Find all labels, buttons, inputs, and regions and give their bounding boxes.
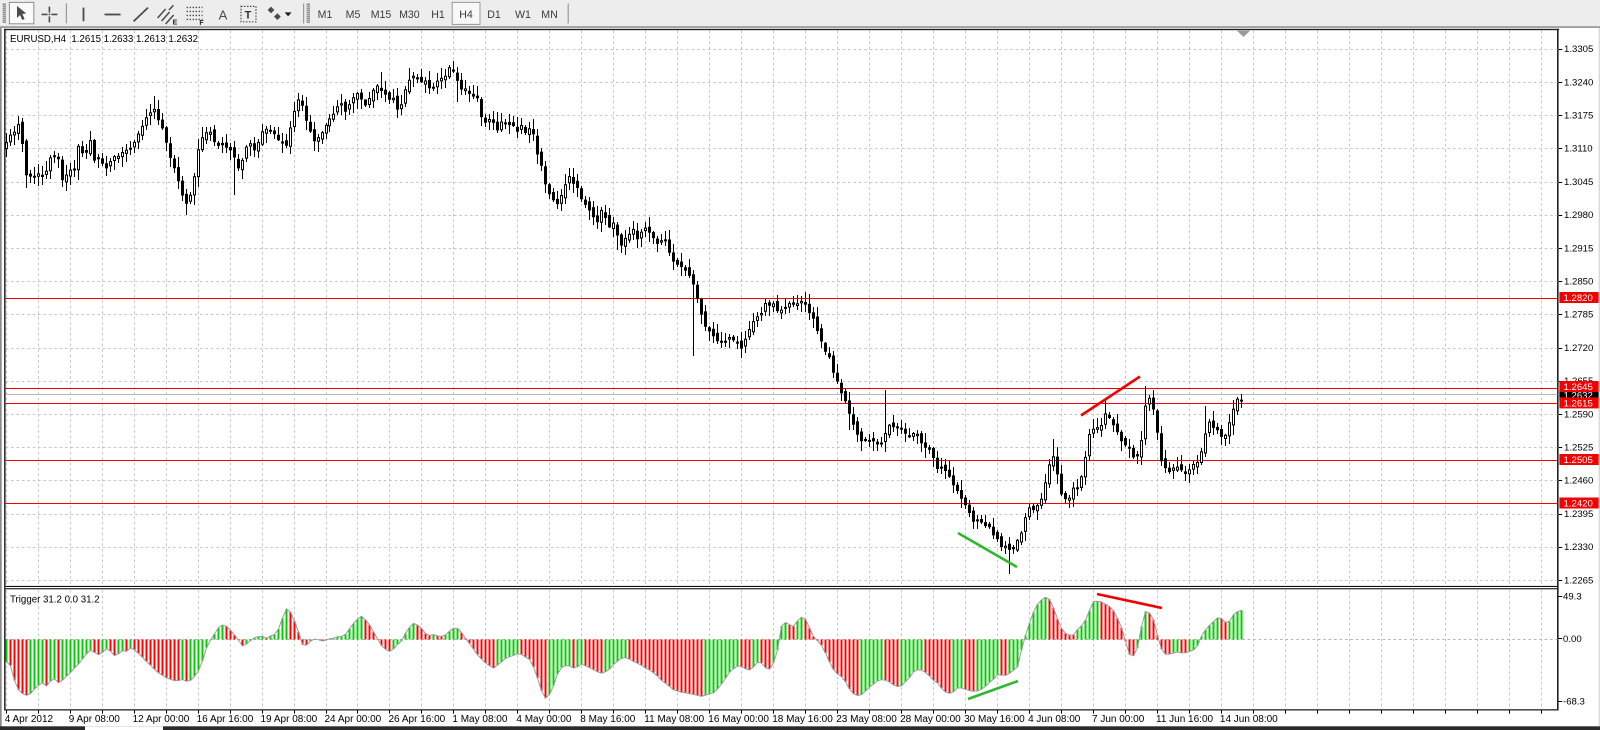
- svg-text:T: T: [245, 10, 252, 22]
- svg-text:11 Jun 16:00: 11 Jun 16:00: [1156, 714, 1214, 725]
- svg-text:4 Apr 2012: 4 Apr 2012: [5, 714, 54, 725]
- svg-text:1.2645: 1.2645: [1564, 382, 1593, 393]
- svg-text:12 Apr 00:00: 12 Apr 00:00: [133, 714, 190, 725]
- svg-text:D1: D1: [487, 9, 501, 21]
- svg-text:18 May 16:00: 18 May 16:00: [772, 714, 833, 725]
- svg-text:F: F: [199, 20, 204, 27]
- svg-text:1.3110: 1.3110: [1564, 144, 1593, 155]
- svg-text:H4: H4: [459, 9, 473, 21]
- svg-text:16 May 00:00: 16 May 00:00: [708, 714, 769, 725]
- svg-text:30 May 16:00: 30 May 16:00: [964, 714, 1025, 725]
- svg-text:1.2820: 1.2820: [1564, 293, 1593, 304]
- svg-text:1.3305: 1.3305: [1564, 44, 1593, 55]
- svg-text:11 May 08:00: 11 May 08:00: [644, 714, 704, 725]
- svg-text:7 Jun 00:00: 7 Jun 00:00: [1092, 714, 1145, 725]
- svg-text:W1: W1: [515, 9, 531, 21]
- svg-text:1.2505: 1.2505: [1564, 455, 1593, 466]
- svg-text:4 Jun 08:00: 4 Jun 08:00: [1028, 714, 1081, 725]
- svg-text:M15: M15: [371, 9, 392, 21]
- svg-text:1.3045: 1.3045: [1564, 177, 1593, 188]
- svg-text:1.2460: 1.2460: [1564, 476, 1593, 487]
- svg-text:49.3: 49.3: [1563, 591, 1582, 602]
- svg-text:A: A: [219, 8, 228, 23]
- svg-text:1.2850: 1.2850: [1564, 277, 1593, 288]
- svg-text:4 May 00:00: 4 May 00:00: [516, 714, 571, 725]
- svg-text:M1: M1: [318, 9, 333, 21]
- svg-text:EURUSD,H4 1.2615 1.2633 1.261: EURUSD,H4 1.2615 1.2633 1.2613 1.2632: [10, 34, 198, 45]
- svg-text:1.2632: 1.2632: [1564, 390, 1593, 401]
- svg-text:1.2330: 1.2330: [1564, 542, 1593, 553]
- svg-text:16 Apr 16:00: 16 Apr 16:00: [197, 714, 254, 725]
- svg-text:14 Jun 08:00: 14 Jun 08:00: [1220, 714, 1278, 725]
- svg-text:1.3175: 1.3175: [1564, 111, 1593, 122]
- svg-text:E: E: [173, 19, 178, 26]
- svg-text:Trigger 31.2 0.0 31.2: Trigger 31.2 0.0 31.2: [10, 595, 100, 606]
- svg-text:9 Apr 08:00: 9 Apr 08:00: [69, 714, 121, 725]
- svg-text:0.00: 0.00: [1563, 634, 1582, 645]
- svg-text:1.2395: 1.2395: [1564, 509, 1593, 520]
- svg-text:23 May 08:00: 23 May 08:00: [836, 714, 897, 725]
- svg-text:1.2265: 1.2265: [1564, 575, 1593, 586]
- svg-text:8 May 16:00: 8 May 16:00: [580, 714, 635, 725]
- svg-text:1.2720: 1.2720: [1564, 343, 1593, 354]
- svg-text:1 May 08:00: 1 May 08:00: [452, 714, 507, 725]
- svg-text:28 May 00:00: 28 May 00:00: [900, 714, 961, 725]
- svg-text:24 Apr 00:00: 24 Apr 00:00: [325, 714, 382, 725]
- svg-text:1.3240: 1.3240: [1564, 77, 1593, 88]
- svg-text:M30: M30: [399, 9, 420, 21]
- svg-text:-68.3: -68.3: [1563, 696, 1585, 707]
- svg-text:1.2590: 1.2590: [1564, 409, 1593, 420]
- svg-text:1.2915: 1.2915: [1564, 243, 1593, 254]
- svg-text:1.2420: 1.2420: [1564, 499, 1593, 510]
- svg-text:1.2615: 1.2615: [1564, 399, 1593, 410]
- svg-text:19 Apr 08:00: 19 Apr 08:00: [261, 714, 318, 725]
- svg-text:MN: MN: [541, 9, 557, 21]
- svg-text:M5: M5: [346, 9, 361, 21]
- svg-text:1.2785: 1.2785: [1564, 310, 1593, 321]
- svg-text:26 Apr 16:00: 26 Apr 16:00: [389, 714, 446, 725]
- svg-text:1.2980: 1.2980: [1564, 210, 1593, 221]
- svg-text:1.2525: 1.2525: [1564, 443, 1593, 454]
- svg-text:H1: H1: [431, 9, 445, 21]
